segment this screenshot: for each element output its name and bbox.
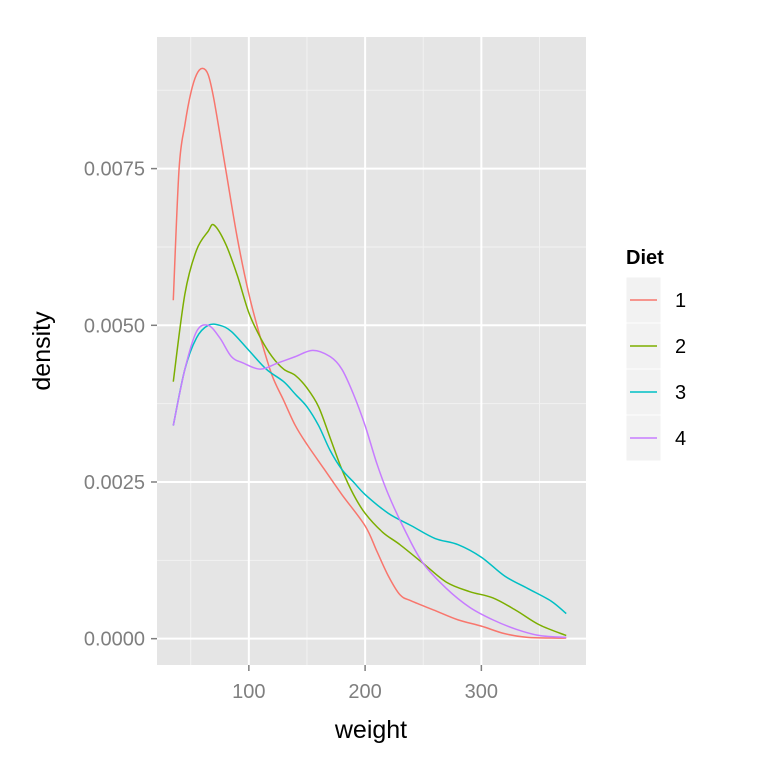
y-axis: 0.0000 0.0025 0.0050 0.0075 [84,159,157,651]
y-tick-label: 0.0075 [84,159,145,181]
series-line-diet-2 [172,223,567,637]
x-tick-label: 300 [465,681,498,703]
y-tick-label: 0.0000 [84,629,145,651]
series-lines [172,67,567,639]
legend-label: 3 [675,382,686,404]
minor-gridlines [157,37,586,665]
y-axis-title: density [28,311,56,391]
series-line-diet-4 [172,324,567,639]
series-line-diet-1 [172,67,567,639]
x-axis-title: weight [334,716,407,744]
x-tick-label: 200 [348,681,381,703]
legend: Diet 1 2 3 4 [625,247,686,462]
x-tick-label: 100 [232,681,265,703]
series-line-diet-3 [172,323,567,615]
plot-panel [157,37,586,665]
x-axis: 100 200 300 [232,665,498,703]
legend-title: Diet [626,247,664,269]
legend-items: 1 2 3 4 [625,276,686,462]
y-tick-label: 0.0025 [84,472,145,494]
y-tick-label: 0.0050 [84,315,145,337]
legend-label: 4 [675,428,686,450]
legend-label: 1 [675,290,686,312]
legend-label: 2 [675,336,686,358]
